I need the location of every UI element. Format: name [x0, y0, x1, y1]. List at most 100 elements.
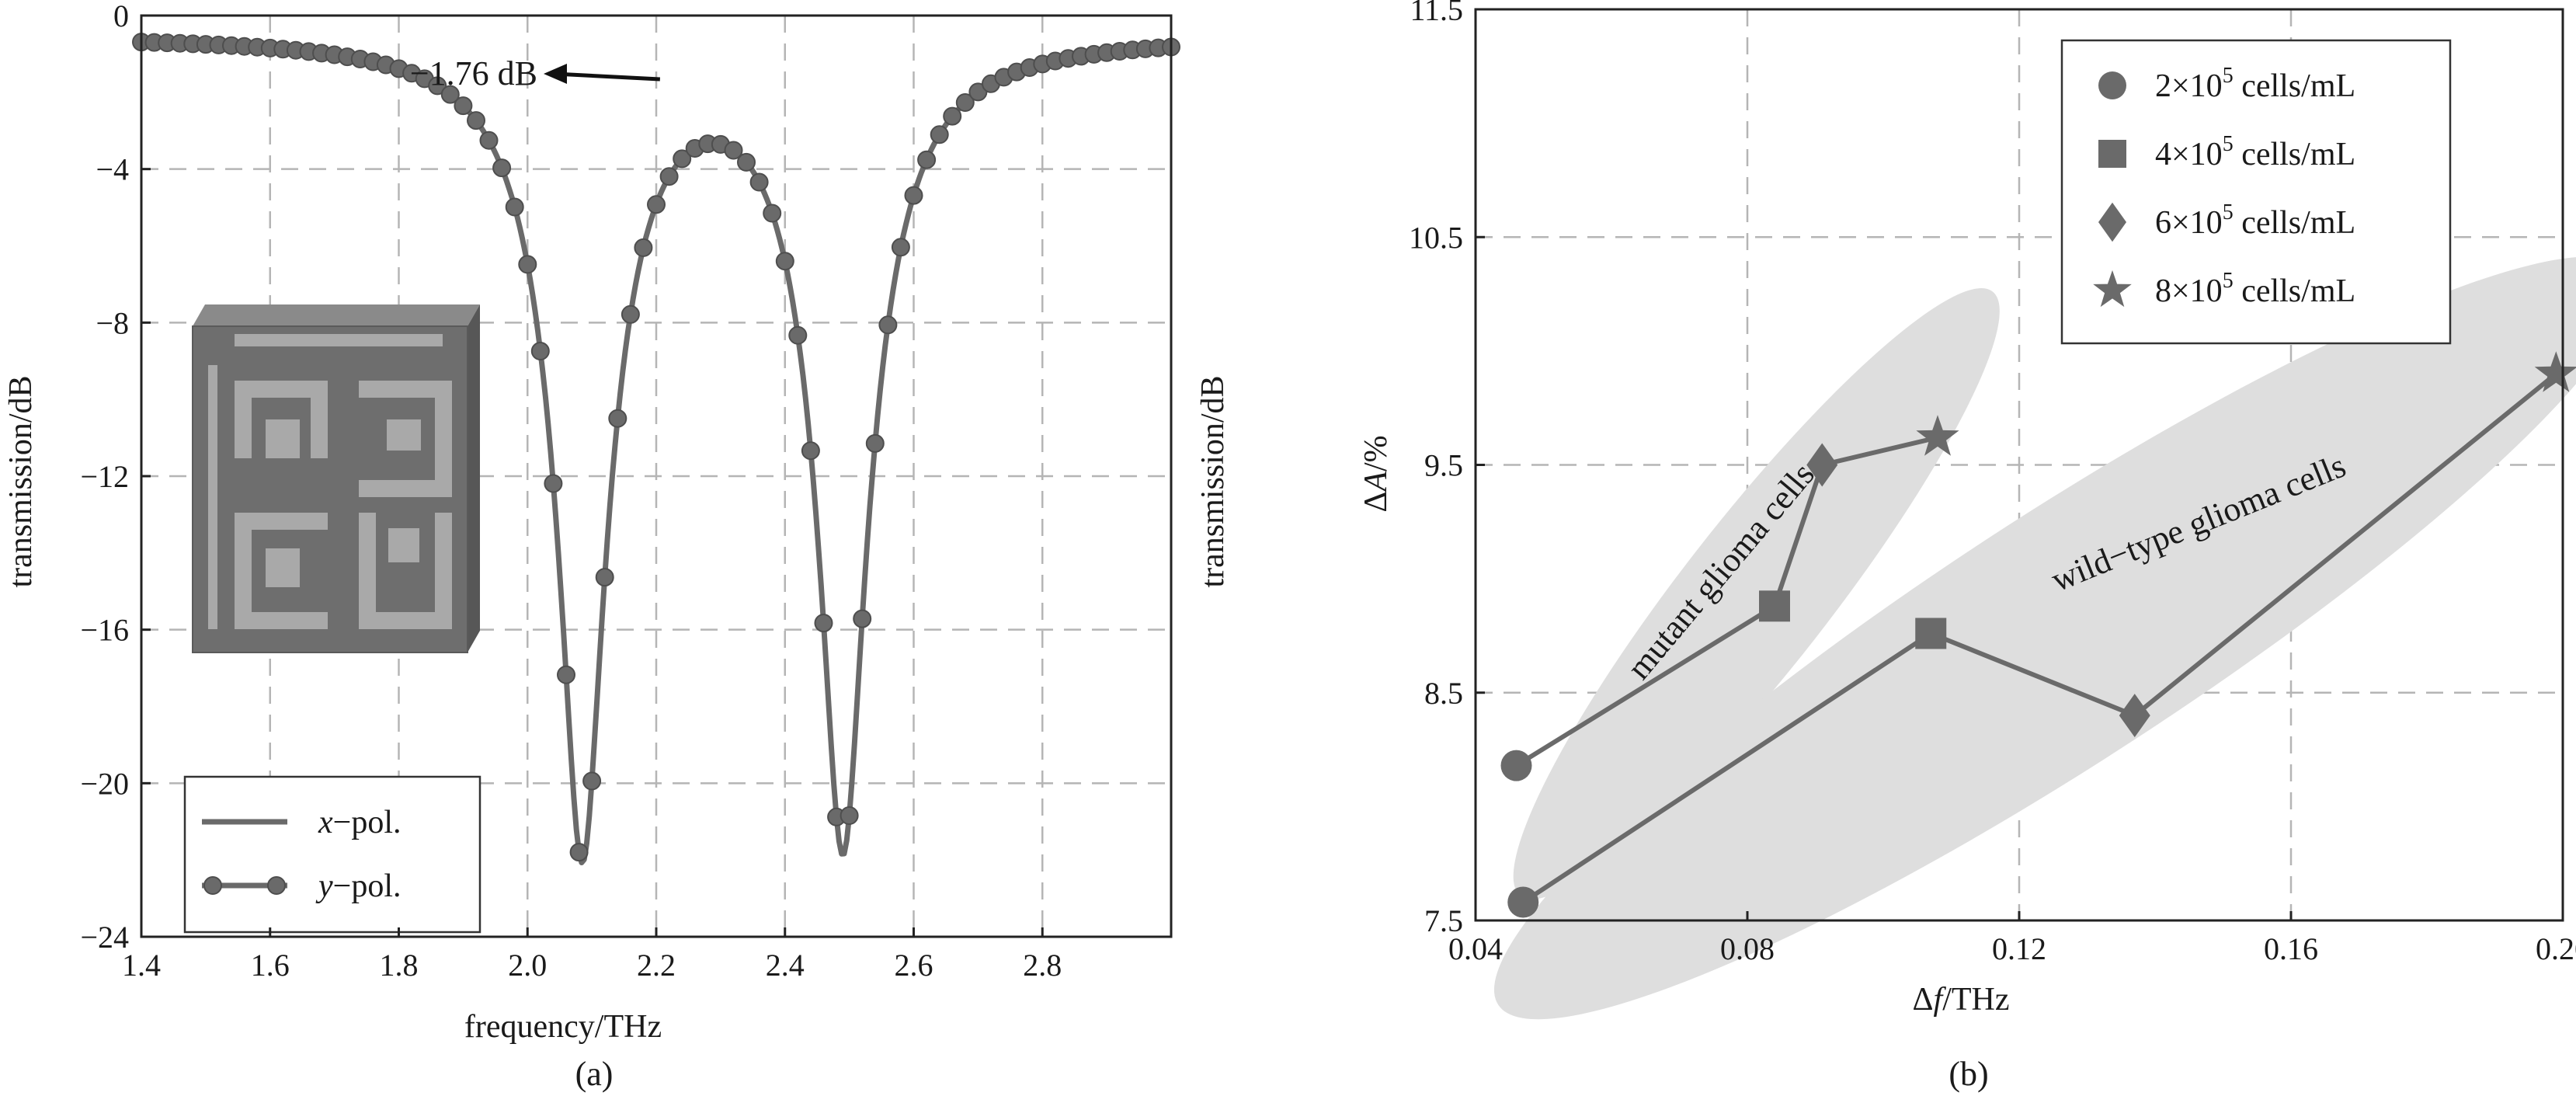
legend-label-y-pol: y−pol. [315, 868, 402, 904]
y-tick-label: 7.5 [1424, 903, 1463, 938]
y-tick-label: −16 [80, 613, 129, 648]
panel-b-label: (b) [1949, 1055, 1988, 1093]
annotation-arrow [554, 71, 660, 82]
cluster-ellipse [1493, 256, 2576, 1020]
series-marker-y-pol [492, 158, 512, 178]
series-marker-y-pol [621, 304, 640, 324]
series-marker-y-pol [518, 255, 537, 274]
series-marker-y-pol [673, 149, 692, 169]
panel-b-legend: 2×105 cells/mL 4×105 cells/mL 6×105 cells/… [2060, 39, 2452, 345]
x-tick-label: 2.0 [508, 948, 547, 983]
panel-a-series [132, 33, 1180, 865]
x-tick-label: 2.2 [637, 948, 676, 983]
x-tick-label: 2.4 [766, 948, 805, 983]
series-line [1514, 435, 1938, 768]
panel-b: mutant glioma cells wild−type glioma cel… [1358, 0, 2576, 1093]
series-marker-star [1916, 415, 1959, 456]
series-marker-square [1915, 618, 1947, 649]
series-marker-y-pol [557, 665, 575, 684]
series-marker-y-pol [917, 150, 937, 169]
series-marker-y-pol [479, 130, 499, 150]
legend-marker-y-pol [267, 876, 286, 895]
y-tick-label: 9.5 [1424, 448, 1463, 483]
series-marker-y-pol [582, 771, 602, 791]
y-tick-label: −4 [96, 152, 129, 187]
series-line [1521, 371, 2558, 905]
series-marker-y-pol [467, 111, 485, 130]
series-marker-y-pol [840, 806, 859, 825]
series-marker-y-pol [428, 76, 447, 96]
series-marker-y-pol [814, 614, 833, 633]
y-tick-label: −12 [80, 459, 129, 494]
series-marker-y-pol [749, 172, 769, 192]
x-tick-label: 2.6 [895, 948, 933, 983]
series-marker-y-pol [647, 195, 666, 214]
legend-label-x-pol: x−pol. [318, 805, 402, 840]
legend-marker-diamond [2098, 202, 2126, 242]
series-marker-y-pol [955, 93, 975, 112]
series-marker-diamond [1806, 443, 1838, 487]
series-marker-y-pol [878, 315, 898, 335]
series-marker-y-pol [891, 238, 910, 257]
series-marker-y-pol [659, 167, 679, 186]
x-tick-label: 0.04 [1448, 931, 1503, 966]
panel-a: −1.76 dB x−pol. y−pol. 1.4 1.6 1.8 2.0 2.2 2.… [3, 0, 1231, 1093]
legend-label: 2×105 cells/mL [2155, 64, 2355, 104]
series-marker-y-pol [763, 204, 782, 223]
series-marker-y-pol [608, 409, 627, 428]
x-tick-label: 0.20 [2536, 931, 2576, 966]
series-marker-y-pol [865, 433, 885, 453]
cluster-ellipse [1513, 288, 2000, 899]
series-marker-y-pol [801, 441, 820, 461]
panel-a-ylabel-right: transmission/dB [1195, 375, 1231, 587]
x-tick-label: 1.8 [380, 948, 419, 983]
series-marker-y-pol [440, 85, 460, 104]
series-marker-y-pol [505, 197, 524, 217]
series-marker-y-pol [737, 152, 756, 172]
legend-marker-y-pol [203, 876, 222, 895]
annotation-peak: −1.76 dB [410, 54, 660, 92]
series-marker-y-pol [544, 474, 563, 493]
y-tick-label: 0 [113, 0, 129, 33]
panel-a-xlabel: frequency/THz [464, 1009, 662, 1045]
legend-label: 4×105 cells/mL [2155, 132, 2355, 172]
metasurface-inset-image [192, 304, 480, 653]
x-tick-label: 0.12 [1992, 931, 2046, 966]
series-marker-y-pol [634, 238, 653, 257]
series-marker-y-pol [943, 106, 962, 126]
panel-a-label: (a) [575, 1055, 614, 1093]
x-tick-label: 1.4 [122, 948, 161, 983]
y-tick-label: −20 [80, 766, 129, 801]
series-marker-y-pol [853, 609, 872, 628]
series-marker-diamond [2119, 694, 2150, 738]
y-tick-label: 10.5 [1409, 220, 1463, 255]
x-tick-label: 0.08 [1720, 931, 1775, 966]
panel-b-ticks: 0.04 0.08 0.12 0.16 0.20 7.5 8.5 9.5 10.5 11.5 [1409, 0, 2576, 966]
x-tick-label: 2.8 [1023, 948, 1062, 983]
series-marker-y-pol [904, 186, 923, 205]
series-marker-y-pol [454, 96, 473, 116]
series-marker-y-pol [724, 141, 743, 160]
legend-label: 6×105 cells/mL [2155, 200, 2355, 241]
series-marker-y-pol [530, 342, 550, 360]
panel-a-ticks: 1.4 1.6 1.8 2.0 2.2 2.4 2.6 2.8 0 −4 −8 −12 −16 −20 −2… [80, 0, 1062, 983]
series-marker-y-pol [788, 325, 808, 345]
series-marker-circle [1507, 886, 1539, 918]
series-marker-y-pol [595, 568, 614, 587]
legend-label: 8×105 cells/mL [2155, 269, 2355, 309]
legend-marker-square [2098, 140, 2126, 168]
y-tick-label: −24 [80, 920, 129, 955]
annotation-text: −1.76 dB [410, 54, 537, 92]
series-marker-square [1759, 590, 1790, 622]
x-tick-label: 0.16 [2264, 931, 2318, 966]
y-tick-label: 8.5 [1424, 676, 1463, 711]
panel-b-cluster-ellipses [1493, 256, 2576, 1020]
annotation-arrowhead [544, 64, 567, 84]
panel-b-xlabel: Δf/THz [1913, 982, 2010, 1018]
series-marker-y-pol [930, 125, 949, 144]
series-marker-y-pol [775, 252, 794, 271]
panel-a-legend: x−pol. y−pol. [183, 775, 481, 934]
series-marker-y-pol [569, 843, 589, 862]
legend-marker-star [2093, 270, 2132, 308]
